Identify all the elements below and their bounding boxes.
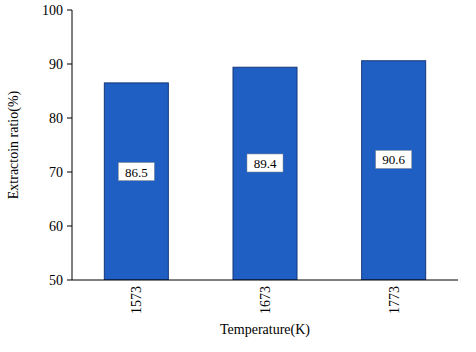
y-tick-label: 50 bbox=[49, 273, 63, 288]
y-tick bbox=[67, 64, 72, 65]
y-tick bbox=[67, 226, 72, 227]
y-tick bbox=[67, 118, 72, 119]
bar bbox=[362, 61, 426, 280]
data-label-box bbox=[118, 163, 154, 181]
data-label: 89.4 bbox=[254, 156, 277, 171]
bars bbox=[104, 61, 425, 280]
data-labels: 86.5 89.4 90.6 bbox=[118, 150, 411, 180]
y-tick-label: 70 bbox=[49, 165, 63, 180]
y-axis bbox=[72, 10, 73, 280]
y-axis-label: Extractoin ratio(%) bbox=[6, 90, 22, 199]
y-tick-label: 80 bbox=[49, 111, 63, 126]
x-tick-label: 1673 bbox=[258, 286, 273, 314]
x-tick-label: 1573 bbox=[129, 286, 144, 314]
y-tick bbox=[67, 172, 72, 173]
y-tick-label: 60 bbox=[49, 219, 63, 234]
y-tick-label: 100 bbox=[42, 3, 63, 18]
y-tick bbox=[67, 280, 72, 281]
data-label: 90.6 bbox=[382, 152, 405, 167]
x-axis-label: Temperature(K) bbox=[220, 322, 310, 338]
y-tick-label: 90 bbox=[49, 57, 63, 72]
chart: 86.5 89.4 90.6 1573 1673 1773 50 60 70 80 90 100 Tem… bbox=[0, 0, 476, 352]
bar bbox=[104, 83, 168, 280]
data-label: 86.5 bbox=[125, 165, 148, 180]
bar bbox=[233, 67, 297, 280]
data-label-box bbox=[376, 150, 412, 168]
x-axis bbox=[72, 280, 458, 281]
x-tick-label: 1773 bbox=[387, 286, 402, 314]
data-label-box bbox=[247, 154, 283, 172]
y-tick bbox=[67, 10, 72, 11]
